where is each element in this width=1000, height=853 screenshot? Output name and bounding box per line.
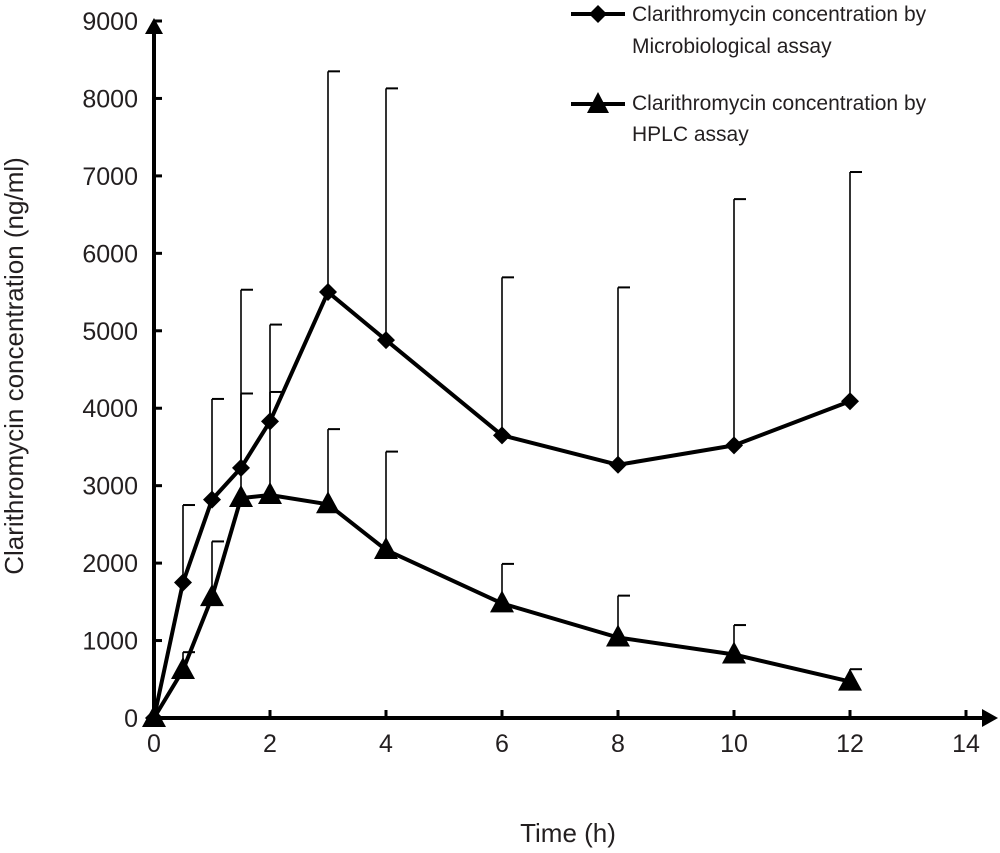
- axes-layer: [145, 18, 998, 727]
- legend-diamond-marker: [589, 5, 607, 23]
- y-tick-label: 7000: [82, 163, 138, 191]
- legend-label-microbiological-line1: Clarithromycin concentration by: [632, 3, 927, 26]
- diamond-marker: [174, 573, 192, 592]
- x-axis-arrowhead: [982, 709, 998, 727]
- y-tick-label: 6000: [82, 240, 138, 268]
- legend-entry-hplc: Clarithromycin concentration by HPLC ass…: [571, 92, 927, 146]
- x-tick-label: 8: [611, 730, 625, 758]
- diamond-marker: [203, 490, 221, 509]
- x-tick-label: 0: [147, 730, 161, 758]
- y-tick-label: 8000: [82, 85, 138, 113]
- diamond-marker: [377, 331, 395, 350]
- x-tick-label: 6: [495, 730, 509, 758]
- y-tick-label: 5000: [82, 318, 138, 346]
- legend-triangle-marker: [587, 92, 609, 113]
- y-tick-label: 1000: [82, 628, 138, 656]
- tick-labels-layer: 0 2 4 6 8 10 12 14 0 1000 2000 3000 4000 5000 6000 7000…: [82, 8, 980, 758]
- triangle-marker: [316, 491, 340, 514]
- triangle-marker: [490, 590, 514, 613]
- y-tick-label: 2000: [82, 550, 138, 578]
- x-tick-label: 14: [952, 730, 980, 758]
- x-axis-title: Time (h): [520, 818, 616, 848]
- y-axis-arrowhead: [145, 18, 163, 34]
- triangle-marker: [142, 705, 166, 727]
- diamond-marker: [319, 283, 337, 302]
- x-tick-label: 12: [836, 730, 864, 758]
- legend-label-hplc-line2: HPLC assay: [632, 123, 749, 146]
- legend-label-hplc-line1: Clarithromycin concentration by: [632, 92, 927, 115]
- error-bars-layer: [182, 70, 862, 682]
- triangle-marker: [722, 641, 746, 664]
- y-tick-label: 0: [124, 705, 138, 733]
- diamond-marker: [493, 426, 511, 445]
- diamond-marker: [841, 392, 859, 411]
- x-tick-label: 2: [263, 730, 277, 758]
- triangle-marker: [229, 485, 253, 508]
- triangle-marker: [838, 668, 862, 691]
- triangle-marker: [606, 624, 630, 647]
- y-tick-label: 4000: [82, 395, 138, 423]
- markers-layer: [142, 283, 862, 727]
- legend: Clarithromycin concentration by Microbio…: [571, 3, 927, 146]
- y-tick-label: 9000: [82, 8, 138, 36]
- diamond-marker: [609, 455, 627, 474]
- y-tick-label: 3000: [82, 473, 138, 501]
- x-tick-label: 4: [379, 730, 393, 758]
- diamond-marker: [261, 412, 279, 431]
- y-axis-title: Clarithromycin concentration (ng/ml): [0, 157, 29, 575]
- triangle-marker: [200, 584, 224, 607]
- legend-entry-microbiological: Clarithromycin concentration by Microbio…: [571, 3, 927, 58]
- triangle-marker: [171, 656, 195, 679]
- triangle-marker: [258, 481, 282, 504]
- legend-label-microbiological-line2: Microbiological assay: [632, 35, 832, 58]
- diamond-marker: [725, 436, 743, 455]
- diamond-marker: [232, 458, 250, 477]
- x-tick-label: 10: [720, 730, 748, 758]
- triangle-marker: [374, 536, 398, 559]
